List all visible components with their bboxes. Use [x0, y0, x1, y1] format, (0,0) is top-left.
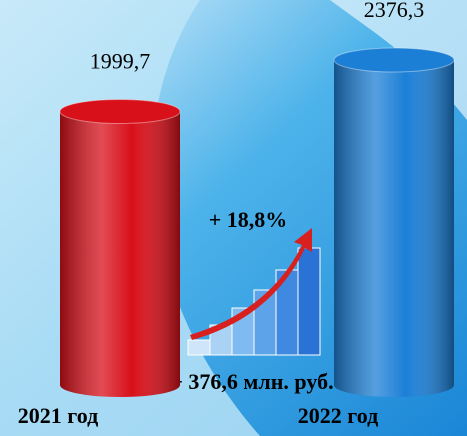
category-label: 2022 год — [298, 403, 378, 428]
growth-percent: + 18,8% — [209, 207, 288, 232]
cylinder-cap — [59, 99, 181, 125]
cylinder-cap — [333, 47, 455, 73]
growth-amount: + 376,6 млн. руб. — [170, 369, 333, 394]
cylinder-shade — [334, 48, 454, 397]
growth-icon — [187, 228, 321, 356]
background-swoosh — [330, 0, 467, 120]
category-label: 2021 год — [18, 403, 98, 428]
value-label: 2376,3 — [364, 0, 425, 22]
cylinder-shade — [60, 99, 180, 398]
value-label: 1999,7 — [90, 49, 151, 74]
